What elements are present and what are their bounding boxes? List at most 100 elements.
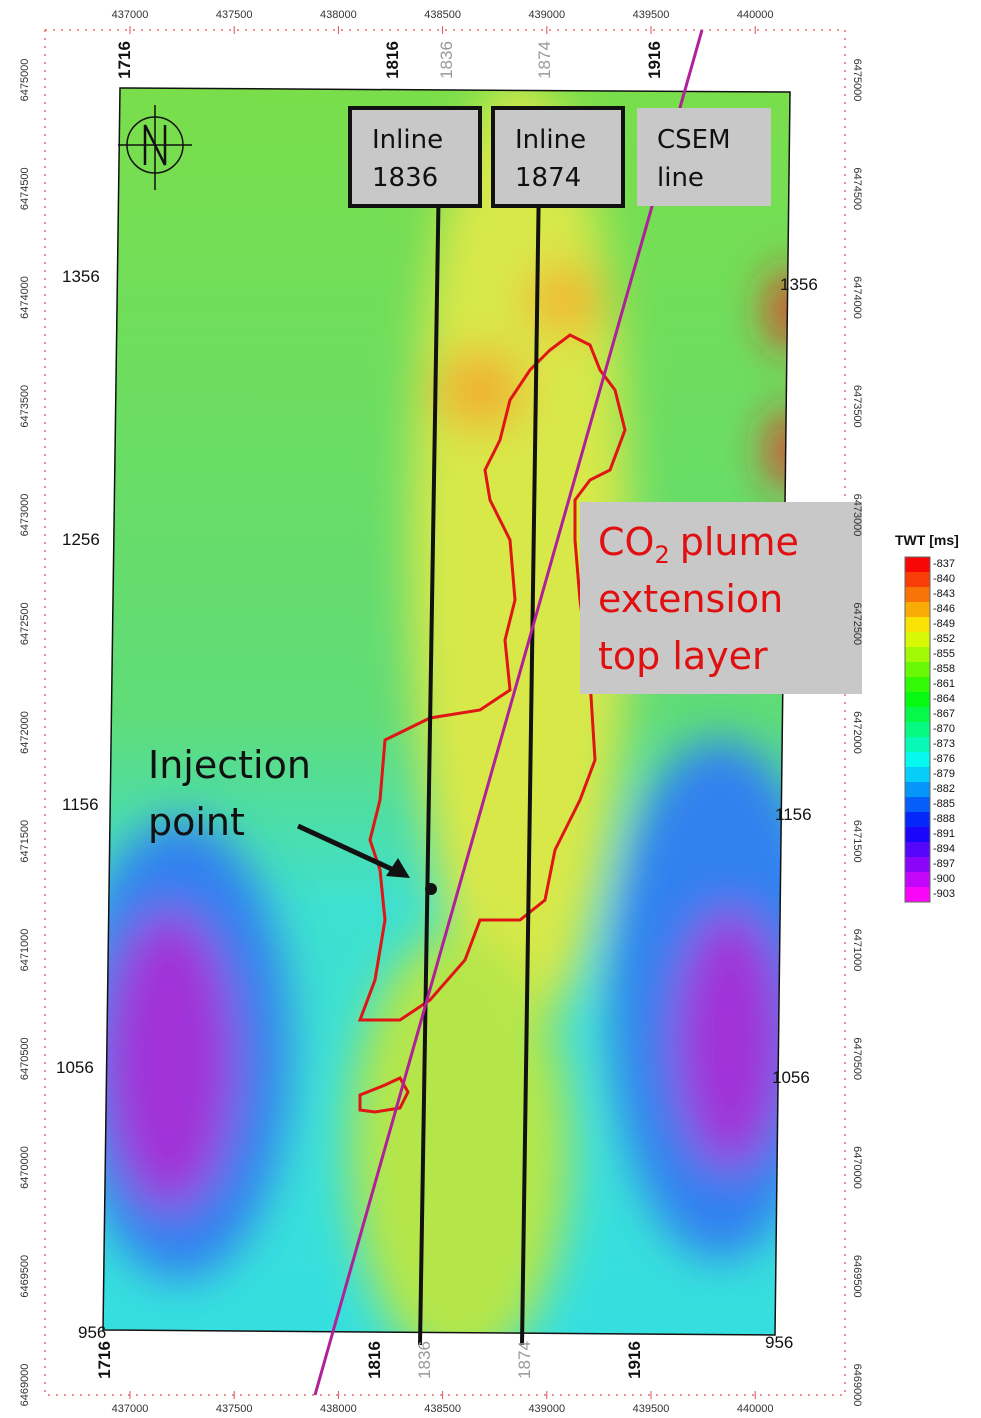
legend-swatch: [905, 887, 930, 902]
box-label: Inline: [372, 125, 443, 155]
legend-label: -891: [933, 828, 955, 840]
legend-label: -867: [933, 708, 955, 720]
inline-label: 1916: [645, 41, 664, 79]
x-tick-label: 437500: [216, 9, 253, 21]
legend-label: -879: [933, 768, 955, 780]
y-tick-label: 6475000: [851, 59, 863, 102]
inline-label: 1716: [95, 1341, 114, 1379]
y-tick-label: 6470000: [851, 1146, 863, 1189]
x-tick-label: 437000: [112, 9, 149, 21]
legend-swatch: [905, 692, 930, 707]
x-tick-label: 439000: [528, 9, 565, 21]
inline-label: 1716: [115, 41, 134, 79]
crossline-label: 956: [765, 1333, 793, 1352]
y-tick-label: 6473000: [851, 494, 863, 537]
legend-label: -861: [933, 678, 955, 690]
crossline-label: 1256: [62, 530, 100, 549]
y-tick-label: 6470500: [851, 1037, 863, 1080]
x-tick-label: 438500: [424, 1403, 461, 1415]
box-label: 1874: [515, 163, 581, 193]
y-tick-label: 6474500: [851, 167, 863, 210]
legend-swatch: [905, 647, 930, 662]
x-tick-label: 438500: [424, 9, 461, 21]
legend-label: -840: [933, 573, 955, 585]
y-tick-label: 6469500: [19, 1255, 31, 1298]
legend-swatch: [905, 767, 930, 782]
x-tick-label: 438000: [320, 9, 357, 21]
x-tick-label: 439500: [633, 1403, 670, 1415]
y-tick-label: 6471000: [851, 929, 863, 972]
legend-swatch: [905, 587, 930, 602]
box-label: line: [657, 163, 704, 193]
legend-label: -858: [933, 663, 955, 675]
plume-line: top layer: [598, 634, 768, 678]
y-tick-label: 6469000: [851, 1364, 863, 1407]
legend-label: -885: [933, 798, 955, 810]
legend-title: TWT [ms]: [895, 532, 959, 548]
legend-swatch: [905, 842, 930, 857]
y-tick-label: 6472500: [19, 602, 31, 645]
plume-prefix: CO: [598, 520, 654, 564]
legend-label: -876: [933, 753, 955, 765]
legend-label: -882: [933, 783, 955, 795]
inline-label: 1816: [365, 1341, 384, 1379]
legend-label: -888: [933, 813, 955, 825]
crossline-label: 956: [78, 1323, 106, 1342]
plume-line: extension: [598, 577, 783, 621]
legend-label: -900: [933, 873, 955, 885]
y-tick-label: 6471500: [851, 820, 863, 863]
y-tick-label: 6474500: [19, 167, 31, 210]
legend-label: -864: [933, 693, 955, 705]
inline-label: 1916: [625, 1341, 644, 1379]
legend-swatch: [905, 677, 930, 692]
crossline-label: 1156: [775, 805, 812, 824]
x-tick-label: 437500: [216, 1403, 253, 1415]
inline-label: 1874: [535, 41, 554, 79]
box-label: 1836: [372, 163, 438, 193]
legend-swatch: [905, 707, 930, 722]
crossline-label: 1156: [62, 795, 99, 814]
y-tick-label: 6472000: [851, 711, 863, 754]
legend-swatch: [905, 557, 930, 572]
y-tick-label: 6472000: [19, 711, 31, 754]
legend-label: -846: [933, 603, 955, 615]
legend-swatch: [905, 602, 930, 617]
x-tick-label: 439000: [528, 1403, 565, 1415]
y-tick-label: 6473500: [19, 385, 31, 428]
legend-label: -870: [933, 723, 955, 735]
legend-swatch: [905, 722, 930, 737]
legend-swatch: [905, 572, 930, 587]
injection-text: point: [148, 800, 245, 844]
seismic-map: CO2plume extension top layer Injection p…: [0, 0, 981, 1418]
legend-label: -855: [933, 648, 955, 660]
legend-label: -843: [933, 588, 955, 600]
legend-label: -849: [933, 618, 955, 630]
y-tick-label: 6474000: [851, 276, 863, 319]
legend-swatch: [905, 872, 930, 887]
y-tick-label: 6469500: [851, 1255, 863, 1298]
y-tick-label: 6471500: [19, 820, 31, 863]
box-label: Inline: [515, 125, 586, 155]
legend-swatch: [905, 857, 930, 872]
crossline-label: 1356: [780, 275, 818, 294]
plume-suffix: plume: [680, 520, 799, 564]
y-tick-label: 6473000: [19, 494, 31, 537]
crossline-label: 1056: [772, 1068, 810, 1087]
legend-swatch: [905, 827, 930, 842]
legend-label: -903: [933, 888, 955, 900]
legend-swatch: [905, 797, 930, 812]
x-tick-label: 440000: [737, 9, 774, 21]
twt-surface: [70, 80, 830, 1370]
inline-label: 1816: [383, 41, 402, 79]
legend-swatch: [905, 662, 930, 677]
legend-label: -897: [933, 858, 955, 870]
legend-label: -837: [933, 558, 955, 570]
y-tick-label: 6473500: [851, 385, 863, 428]
box-label: CSEM: [657, 125, 731, 155]
legend-swatch: [905, 632, 930, 647]
inline-label: 1874: [515, 1341, 534, 1379]
legend-label: -894: [933, 843, 955, 855]
crossline-label: 1356: [62, 267, 100, 286]
y-tick-label: 6469000: [19, 1364, 31, 1407]
